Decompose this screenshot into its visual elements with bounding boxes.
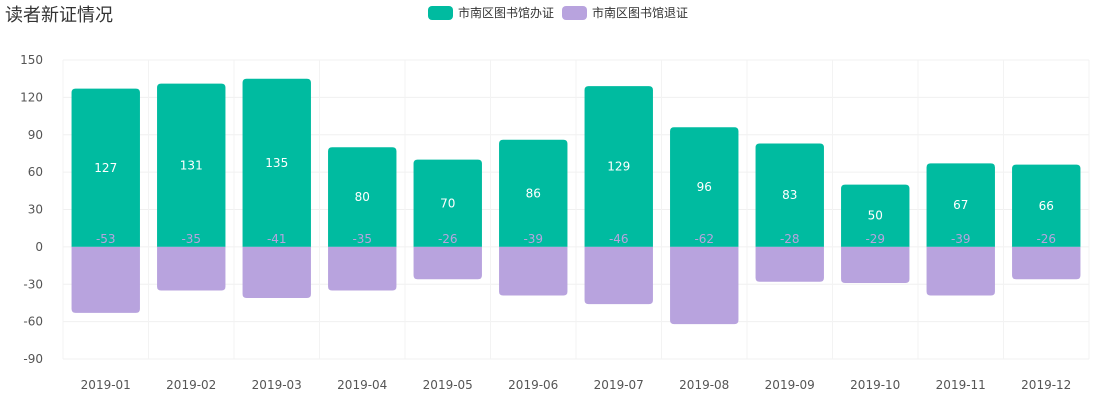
bar-issue: [584, 86, 653, 247]
x-tick-label: 2019-04: [337, 378, 387, 392]
bar-label-return: -53: [96, 232, 116, 246]
bar-label-return: -35: [352, 232, 372, 246]
bar-label-issue: 127: [94, 161, 117, 175]
x-tick-label: 2019-07: [594, 378, 644, 392]
bar-label-return: -26: [1036, 232, 1056, 246]
bar-return: [926, 246, 995, 296]
y-tick-label: 30: [28, 203, 43, 217]
bar-label-return: -39: [523, 232, 543, 246]
bar-label-issue: 86: [526, 186, 541, 200]
x-tick-label: 2019-06: [508, 378, 558, 392]
bar-issue: [71, 88, 140, 247]
bar-issue: [755, 143, 824, 247]
x-tick-label: 2019-09: [765, 378, 815, 392]
y-tick-label: 120: [20, 90, 43, 104]
bar-label-issue: 66: [1039, 199, 1054, 213]
bar-label-return: -29: [865, 232, 885, 246]
bar-label-return: -46: [609, 232, 629, 246]
chart-title: 读者新证情况: [5, 5, 113, 26]
bar-return: [242, 246, 311, 298]
bar-label-issue: 129: [607, 160, 630, 174]
bar-label-return: -26: [438, 232, 458, 246]
x-tick-label: 2019-12: [1021, 378, 1071, 392]
bar-issue: [670, 127, 739, 247]
x-tick-label: 2019-10: [850, 378, 900, 392]
legend-item-return[interactable]: 市南区图书馆退证: [562, 4, 688, 21]
y-tick-label: 60: [28, 165, 43, 179]
bar-label-issue: 135: [265, 156, 288, 170]
y-tick-label: 0: [35, 240, 43, 254]
y-tick-label: -30: [23, 277, 43, 291]
x-tick-label: 2019-05: [423, 378, 473, 392]
bar-return: [499, 246, 568, 296]
bar-label-issue: 80: [355, 190, 370, 204]
bar-return: [413, 246, 482, 280]
bar-issue: [413, 159, 482, 247]
legend: 市南区图书馆办证 市南区图书馆退证: [428, 4, 696, 21]
x-tick-label: 2019-11: [936, 378, 986, 392]
bar-label-issue: 67: [953, 198, 968, 212]
bar-return: [1012, 246, 1081, 280]
y-tick-label: 90: [28, 128, 43, 142]
legend-label-return: 市南区图书馆退证: [592, 6, 689, 20]
bar-label-return: -35: [181, 232, 201, 246]
bar-return: [584, 246, 653, 305]
x-tick-label: 2019-01: [81, 378, 131, 392]
bar-issue: [328, 147, 397, 247]
bar-label-issue: 131: [180, 158, 203, 172]
legend-item-issue[interactable]: 市南区图书馆办证: [428, 4, 554, 21]
x-tick-label: 2019-08: [679, 378, 729, 392]
bar-issue: [1012, 164, 1081, 247]
bar-issue: [157, 83, 226, 247]
x-tick-label: 2019-02: [166, 378, 216, 392]
legend-label-issue: 市南区图书馆办证: [458, 6, 555, 20]
bar-return: [841, 246, 910, 284]
bar-return: [157, 246, 226, 291]
bar-label-return: -28: [780, 232, 800, 246]
bar-issue: [841, 184, 910, 247]
bar-return: [328, 246, 397, 291]
bar-return: [755, 246, 824, 282]
bar-label-issue: 83: [782, 188, 797, 202]
legend-swatch-issue: [428, 5, 453, 20]
y-tick-label: -60: [23, 315, 43, 329]
y-tick-label: -90: [23, 352, 43, 366]
bar-label-return: -62: [694, 232, 714, 246]
bar-return: [670, 246, 739, 325]
legend-swatch-return: [562, 5, 588, 20]
y-tick-label: 150: [20, 53, 43, 67]
bar-label-return: -41: [267, 232, 287, 246]
bar-label-issue: 50: [868, 209, 883, 223]
bar-label-return: -39: [951, 232, 971, 246]
x-tick-label: 2019-03: [252, 378, 302, 392]
bar-issue: [499, 139, 568, 247]
bar-label-issue: 70: [440, 196, 455, 210]
bar-issue: [242, 78, 311, 247]
bar-return: [71, 246, 140, 313]
bar-label-issue: 96: [697, 180, 712, 194]
bar-issue: [926, 163, 995, 247]
